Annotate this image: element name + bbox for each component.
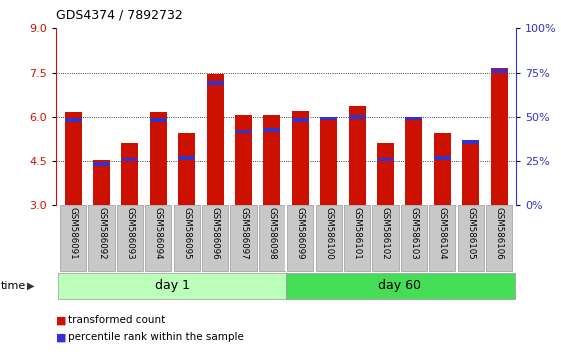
Bar (486, 205, 512, 271)
Text: GSM586106: GSM586106 (495, 207, 504, 260)
Bar (89, 205, 114, 271)
Bar (150, 118, 167, 121)
Text: transformed count: transformed count (68, 315, 165, 325)
Text: GDS4374 / 7892732: GDS4374 / 7892732 (56, 9, 183, 22)
Bar (206, 81, 224, 85)
Bar (434, 133, 451, 205)
Bar (287, 205, 314, 271)
Bar (429, 205, 456, 271)
Bar (264, 129, 280, 132)
Bar (462, 142, 479, 205)
Bar (348, 115, 366, 119)
Bar (292, 118, 309, 121)
Bar (490, 69, 508, 73)
Text: GSM586105: GSM586105 (466, 207, 475, 260)
Bar (178, 133, 195, 205)
Text: GSM586101: GSM586101 (353, 207, 362, 260)
Bar (174, 205, 200, 271)
Bar (231, 205, 256, 271)
Bar (406, 116, 422, 120)
Bar (178, 156, 195, 160)
Bar (121, 143, 139, 205)
Bar (377, 143, 394, 205)
Bar (65, 118, 82, 121)
Bar (401, 205, 427, 271)
Bar (316, 205, 342, 271)
Text: ■: ■ (56, 315, 67, 325)
Bar (65, 113, 82, 205)
Bar (434, 156, 451, 160)
Bar (206, 74, 224, 205)
Text: time: time (1, 281, 26, 291)
Bar (60, 205, 86, 271)
Bar (490, 68, 508, 205)
Bar (117, 205, 143, 271)
Text: GSM586096: GSM586096 (210, 207, 219, 260)
Bar (202, 205, 228, 271)
Bar (462, 140, 479, 144)
Text: GSM586094: GSM586094 (154, 207, 163, 260)
Bar (93, 162, 110, 166)
Text: percentile rank within the sample: percentile rank within the sample (68, 332, 245, 342)
Text: day 60: day 60 (378, 279, 421, 292)
Text: day 1: day 1 (155, 279, 190, 292)
Bar (377, 158, 394, 161)
Text: GSM586104: GSM586104 (438, 207, 447, 260)
Bar (320, 118, 337, 205)
Bar (93, 160, 110, 205)
Text: GSM586092: GSM586092 (97, 207, 106, 260)
Bar (145, 205, 172, 271)
Bar (58, 273, 286, 299)
Bar (348, 107, 366, 205)
Text: GSM586093: GSM586093 (126, 207, 135, 260)
Bar (458, 205, 484, 271)
Text: GSM586098: GSM586098 (268, 207, 277, 260)
Text: GSM586091: GSM586091 (68, 207, 77, 260)
Text: GSM586102: GSM586102 (381, 207, 390, 260)
Text: ■: ■ (56, 332, 67, 342)
Bar (292, 111, 309, 205)
Bar (235, 115, 252, 205)
Bar (150, 113, 167, 205)
Bar (286, 273, 514, 299)
Bar (406, 118, 422, 205)
Text: GSM586095: GSM586095 (182, 207, 191, 260)
Bar (373, 205, 398, 271)
Bar (264, 115, 280, 205)
Text: GSM586097: GSM586097 (239, 207, 248, 260)
Bar (344, 205, 370, 271)
Text: GSM586100: GSM586100 (324, 207, 333, 260)
Text: ▶: ▶ (27, 281, 34, 291)
Bar (259, 205, 285, 271)
Bar (235, 130, 252, 133)
Bar (320, 116, 337, 120)
Text: GSM586103: GSM586103 (410, 207, 419, 260)
Text: GSM586099: GSM586099 (296, 207, 305, 260)
Bar (121, 158, 139, 161)
